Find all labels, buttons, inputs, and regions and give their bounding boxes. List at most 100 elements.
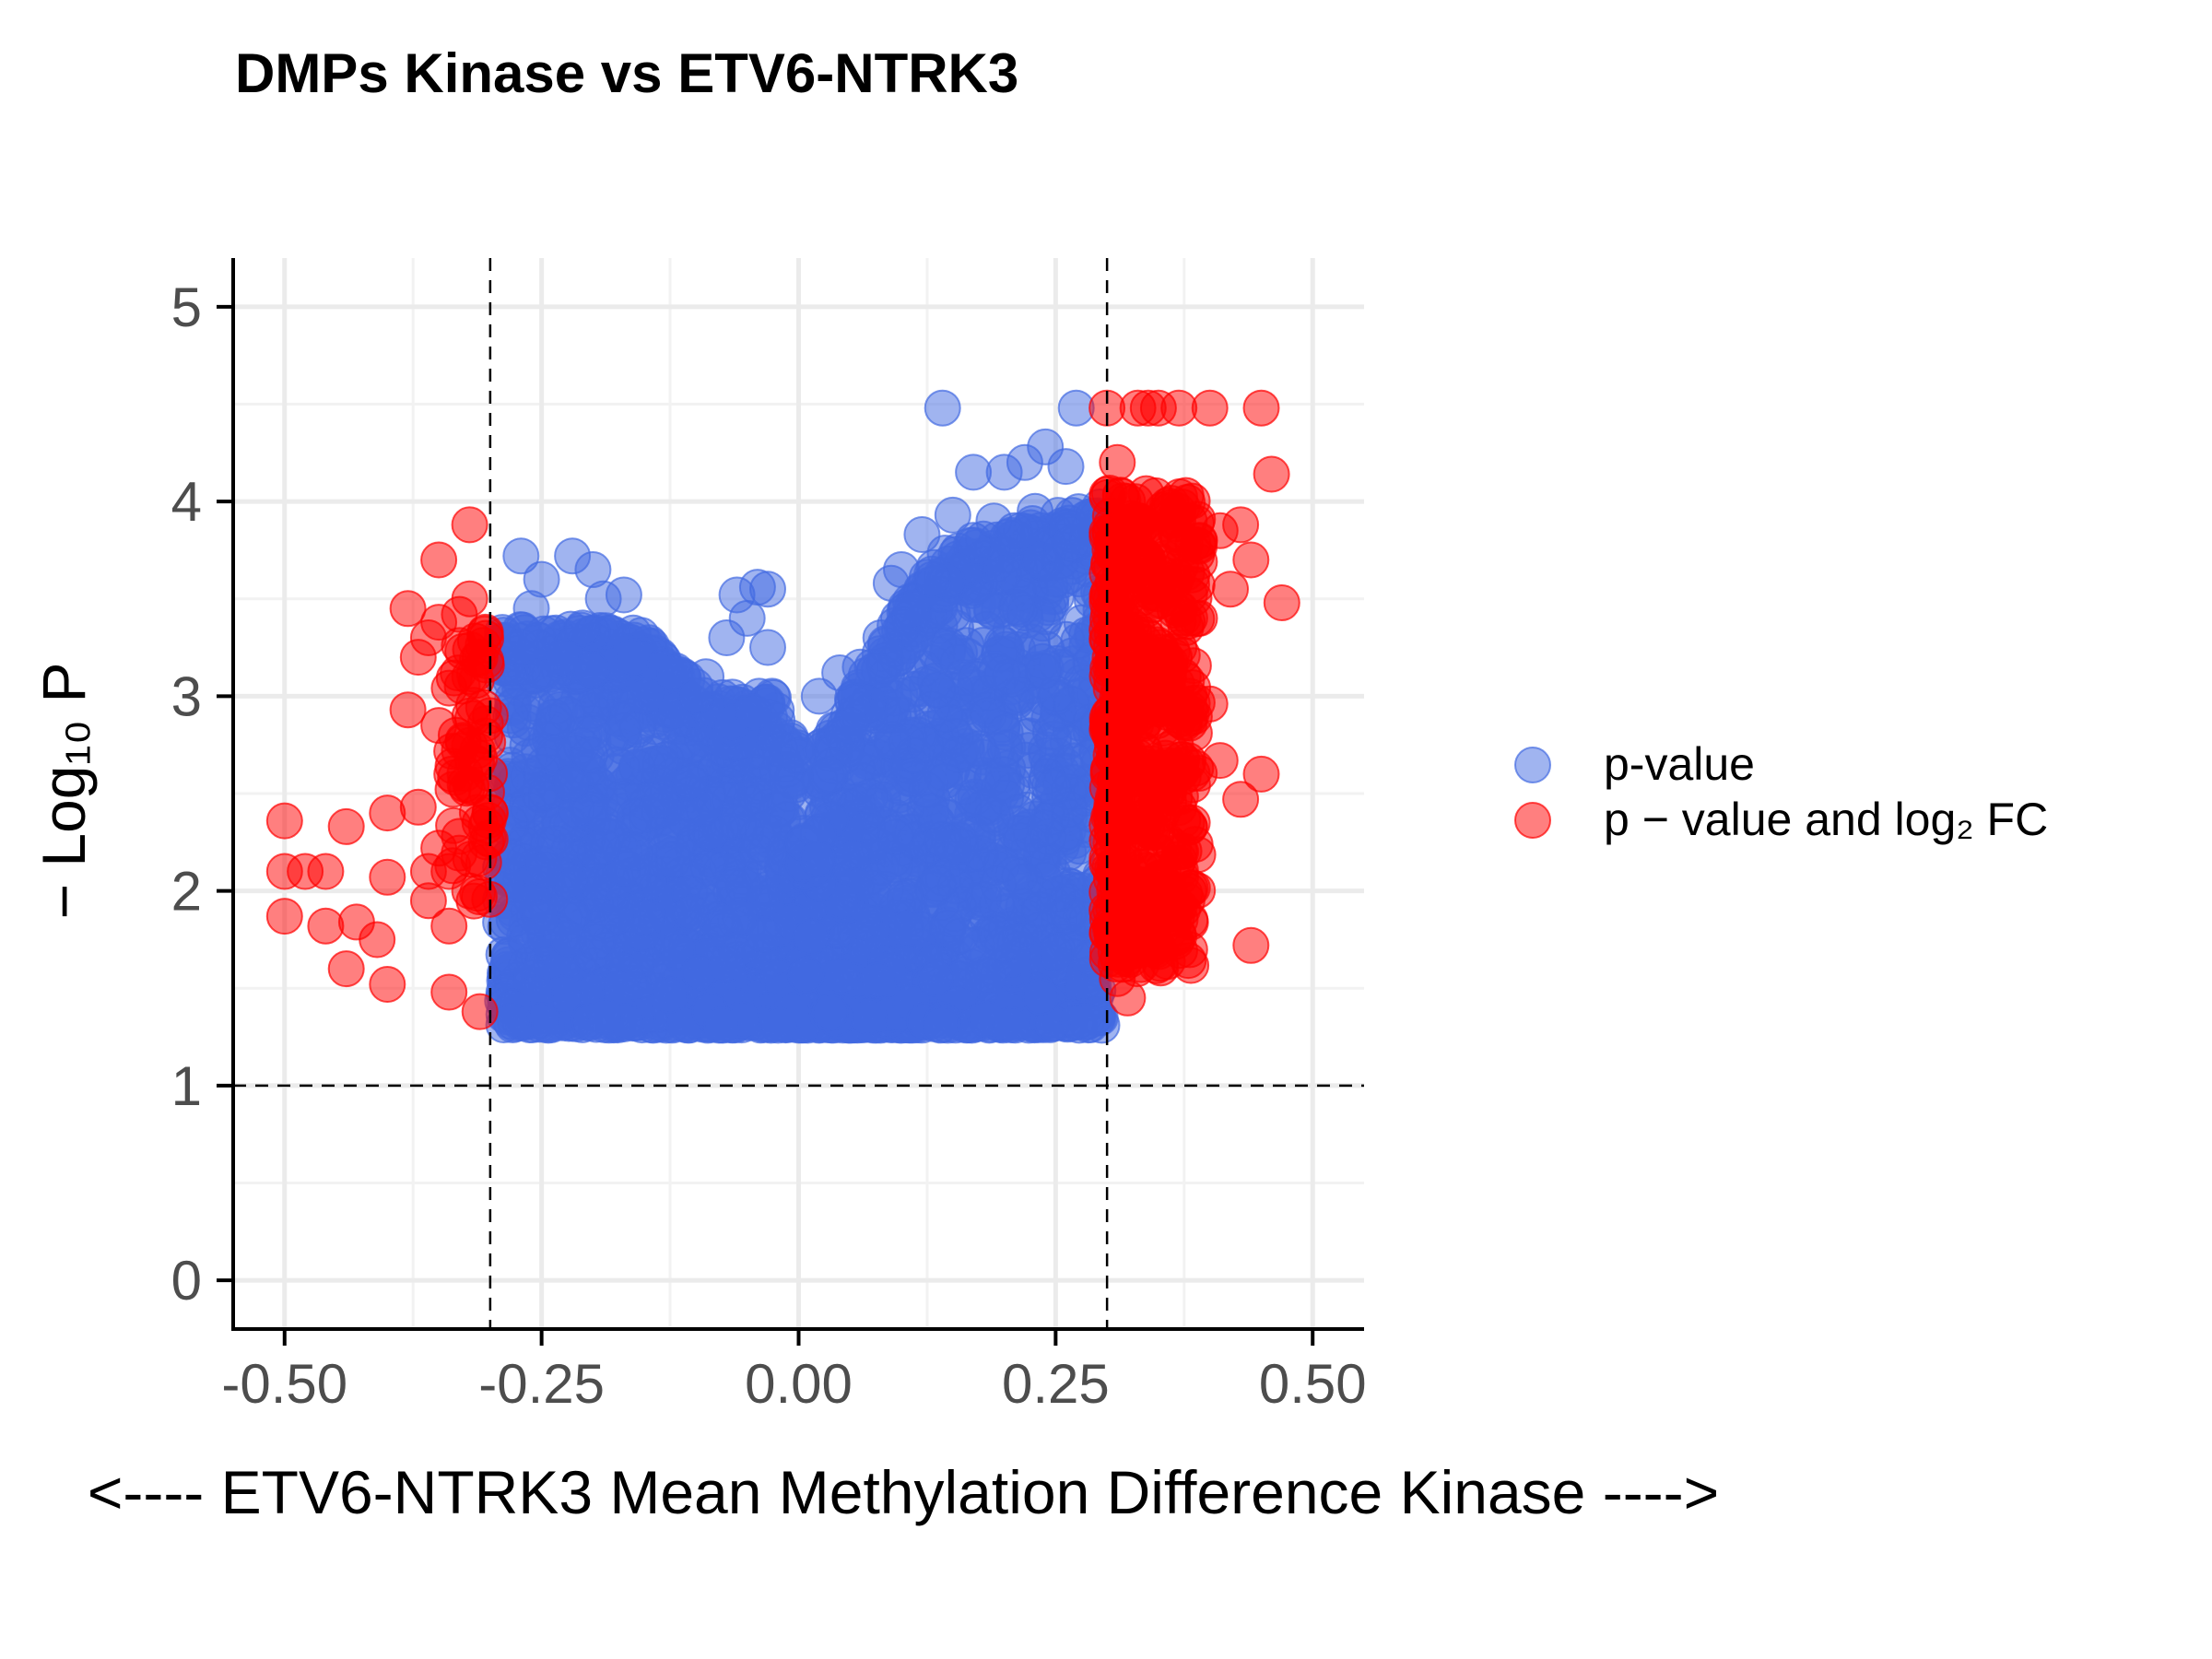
x-tick-label: 0.25 [1002,1353,1110,1415]
pvalue-fc-point [1191,389,1229,427]
pvalue-fc-point [1160,389,1198,427]
pvalue-fc-point [1160,629,1198,666]
legend-key-pvalue-fc [1514,802,1551,839]
pvalue-point [618,748,655,785]
pvalue-fc-point [1099,443,1136,481]
pvalue-point [923,1006,960,1043]
pvalue-point [987,779,1025,817]
legend-label-pvalue: p-value [1604,738,1755,790]
pvalue-point [955,522,993,559]
pvalue-point [543,639,581,677]
legend-label-pvalue-fc: p − value and log₂ FC [1604,794,2048,845]
pvalue-point [811,994,849,1031]
pvalue-point [578,924,616,961]
pvalue-point [906,725,944,763]
pvalue-point [1047,448,1085,486]
pvalue-fc-point [1253,455,1290,493]
pvalue-fc-point [389,691,427,729]
pvalue-fc-point [389,590,427,628]
pvalue-point [799,840,837,877]
pvalue-point [551,765,589,802]
x-tick-label: 0.50 [1259,1353,1367,1415]
pvalue-point [862,619,900,656]
pvalue-fc-point [1171,807,1208,845]
pvalue-point [1053,685,1089,723]
pvalue-point [735,693,772,731]
pvalue-fc-point [307,907,345,945]
pvalue-fc-point [451,580,488,618]
pvalue-point [841,648,879,686]
pvalue-point [641,782,679,819]
legend-key-pvalue [1514,747,1551,783]
pvalue-point [912,793,950,830]
pvalue-fc-point [359,921,396,959]
pvalue-point [614,638,652,676]
pvalue-point [587,797,625,835]
pvalue-point [780,735,818,773]
pvalue-fc-point [265,802,303,840]
pvalue-fc-point [430,853,468,890]
y-tick-label: 1 [171,1055,202,1117]
pvalue-fc-point [1222,781,1260,818]
pvalue-point [671,763,709,801]
pvalue-fc-point [1129,619,1167,656]
y-tick-label: 4 [171,471,202,533]
pvalue-point [617,834,654,872]
pvalue-point [811,755,848,793]
pvalue-fc-point [1242,389,1280,427]
pvalue-point [548,696,586,733]
x-tick-label: 0.00 [745,1353,853,1415]
pvalue-fc-point [307,853,345,890]
pvalue-point [626,677,664,715]
pvalue-fc-point [1129,541,1167,579]
pvalue-point [598,897,636,935]
y-tick-label: 0 [171,1250,202,1312]
pvalue-fc-point [451,506,488,544]
pvalue-fc-point [1109,483,1147,521]
pvalue-point [1037,560,1075,598]
pvalue-point [985,555,1023,593]
pvalue-point [913,560,951,598]
pvalue-fc-point [1097,816,1135,853]
pvalue-fc-point [1139,833,1177,871]
pvalue-point [506,917,544,955]
pvalue-fc-point [369,966,406,1003]
pvalue-point [919,865,957,902]
pvalue-fc-point [1092,628,1130,665]
pvalue-fc-point [1119,907,1157,945]
pvalue-point [672,893,710,931]
chart-title: DMPs Kinase vs ETV6-NTRK3 [235,42,1018,104]
pvalue-fc-point [1117,656,1155,694]
pvalue-fc-point [1191,685,1229,723]
pvalue-point [877,818,914,856]
pvalue-fc-point [265,898,303,935]
y-tick-label: 5 [171,276,202,338]
pvalue-point [654,841,692,878]
x-axis-title: <---- ETV6-NTRK3 Mean Methylation Differ… [88,1458,1719,1526]
pvalue-point [1055,742,1093,780]
pvalue-point [893,590,931,628]
pvalue-point [903,516,941,553]
pvalue-fc-point [1263,584,1300,621]
pvalue-point [584,828,622,865]
legend: p-value p − value and log₂ FC [1514,738,2048,845]
pvalue-point [916,959,954,997]
pvalue-fc-point [409,619,447,656]
pvalue-point [708,619,746,656]
pvalue-point [959,730,997,768]
pvalue-fc-point [1181,599,1218,637]
pvalue-fc-point [430,973,468,1011]
pvalue-fc-point [420,707,458,745]
pvalue-series [482,389,1121,1044]
pvalue-point [979,865,1017,903]
pvalue-fc-point [1119,697,1157,735]
pvalue-point [564,609,602,647]
pvalue-fc-point [430,907,468,945]
pvalue-fc-point [327,950,365,988]
pvalue-point [690,849,728,887]
pvalue-point [501,628,539,665]
pvalue-point [886,878,924,916]
pvalue-point [749,629,786,666]
pvalue-fc-point [327,807,365,845]
pvalue-point [939,643,977,681]
